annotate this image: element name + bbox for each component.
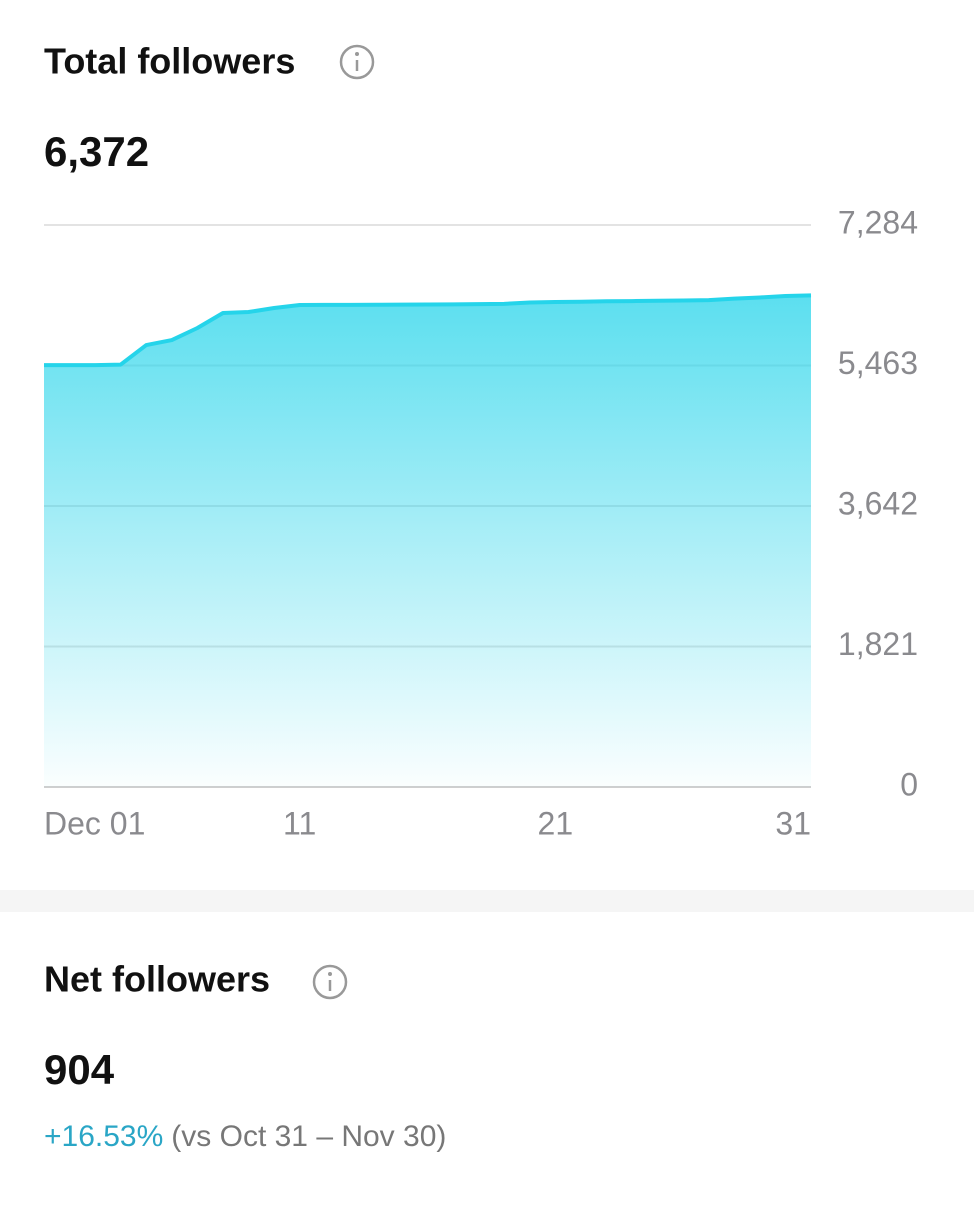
info-icon[interactable] [312,964,348,1000]
y-tick-label: 1,821 [838,626,918,662]
net-value: 904 [44,1046,115,1093]
y-tick-label: 0 [900,766,918,802]
comparison: (vs Oct 31 – Nov 30) [171,1120,446,1153]
card-title: Total followers [44,41,295,82]
x-tick-label: 11 [283,805,316,841]
x-tick-label: 31 [775,805,811,841]
card-title: Net followers [44,959,270,1000]
y-tick-label: 5,463 [838,345,918,381]
y-tick-label: 7,284 [838,204,918,240]
change-line: +16.53% (vs Oct 31 – Nov 30) [44,1120,446,1153]
total-value: 6,372 [44,128,149,175]
change: +16.53% [44,1120,163,1153]
area-line [44,293,812,368]
info-icon[interactable] [339,44,375,80]
x-tick-label: Dec 01 [44,805,145,841]
divider [0,890,974,912]
y-tick-label: 3,642 [838,485,918,521]
x-tick-label: 21 [538,805,574,841]
area-fill [44,295,811,787]
